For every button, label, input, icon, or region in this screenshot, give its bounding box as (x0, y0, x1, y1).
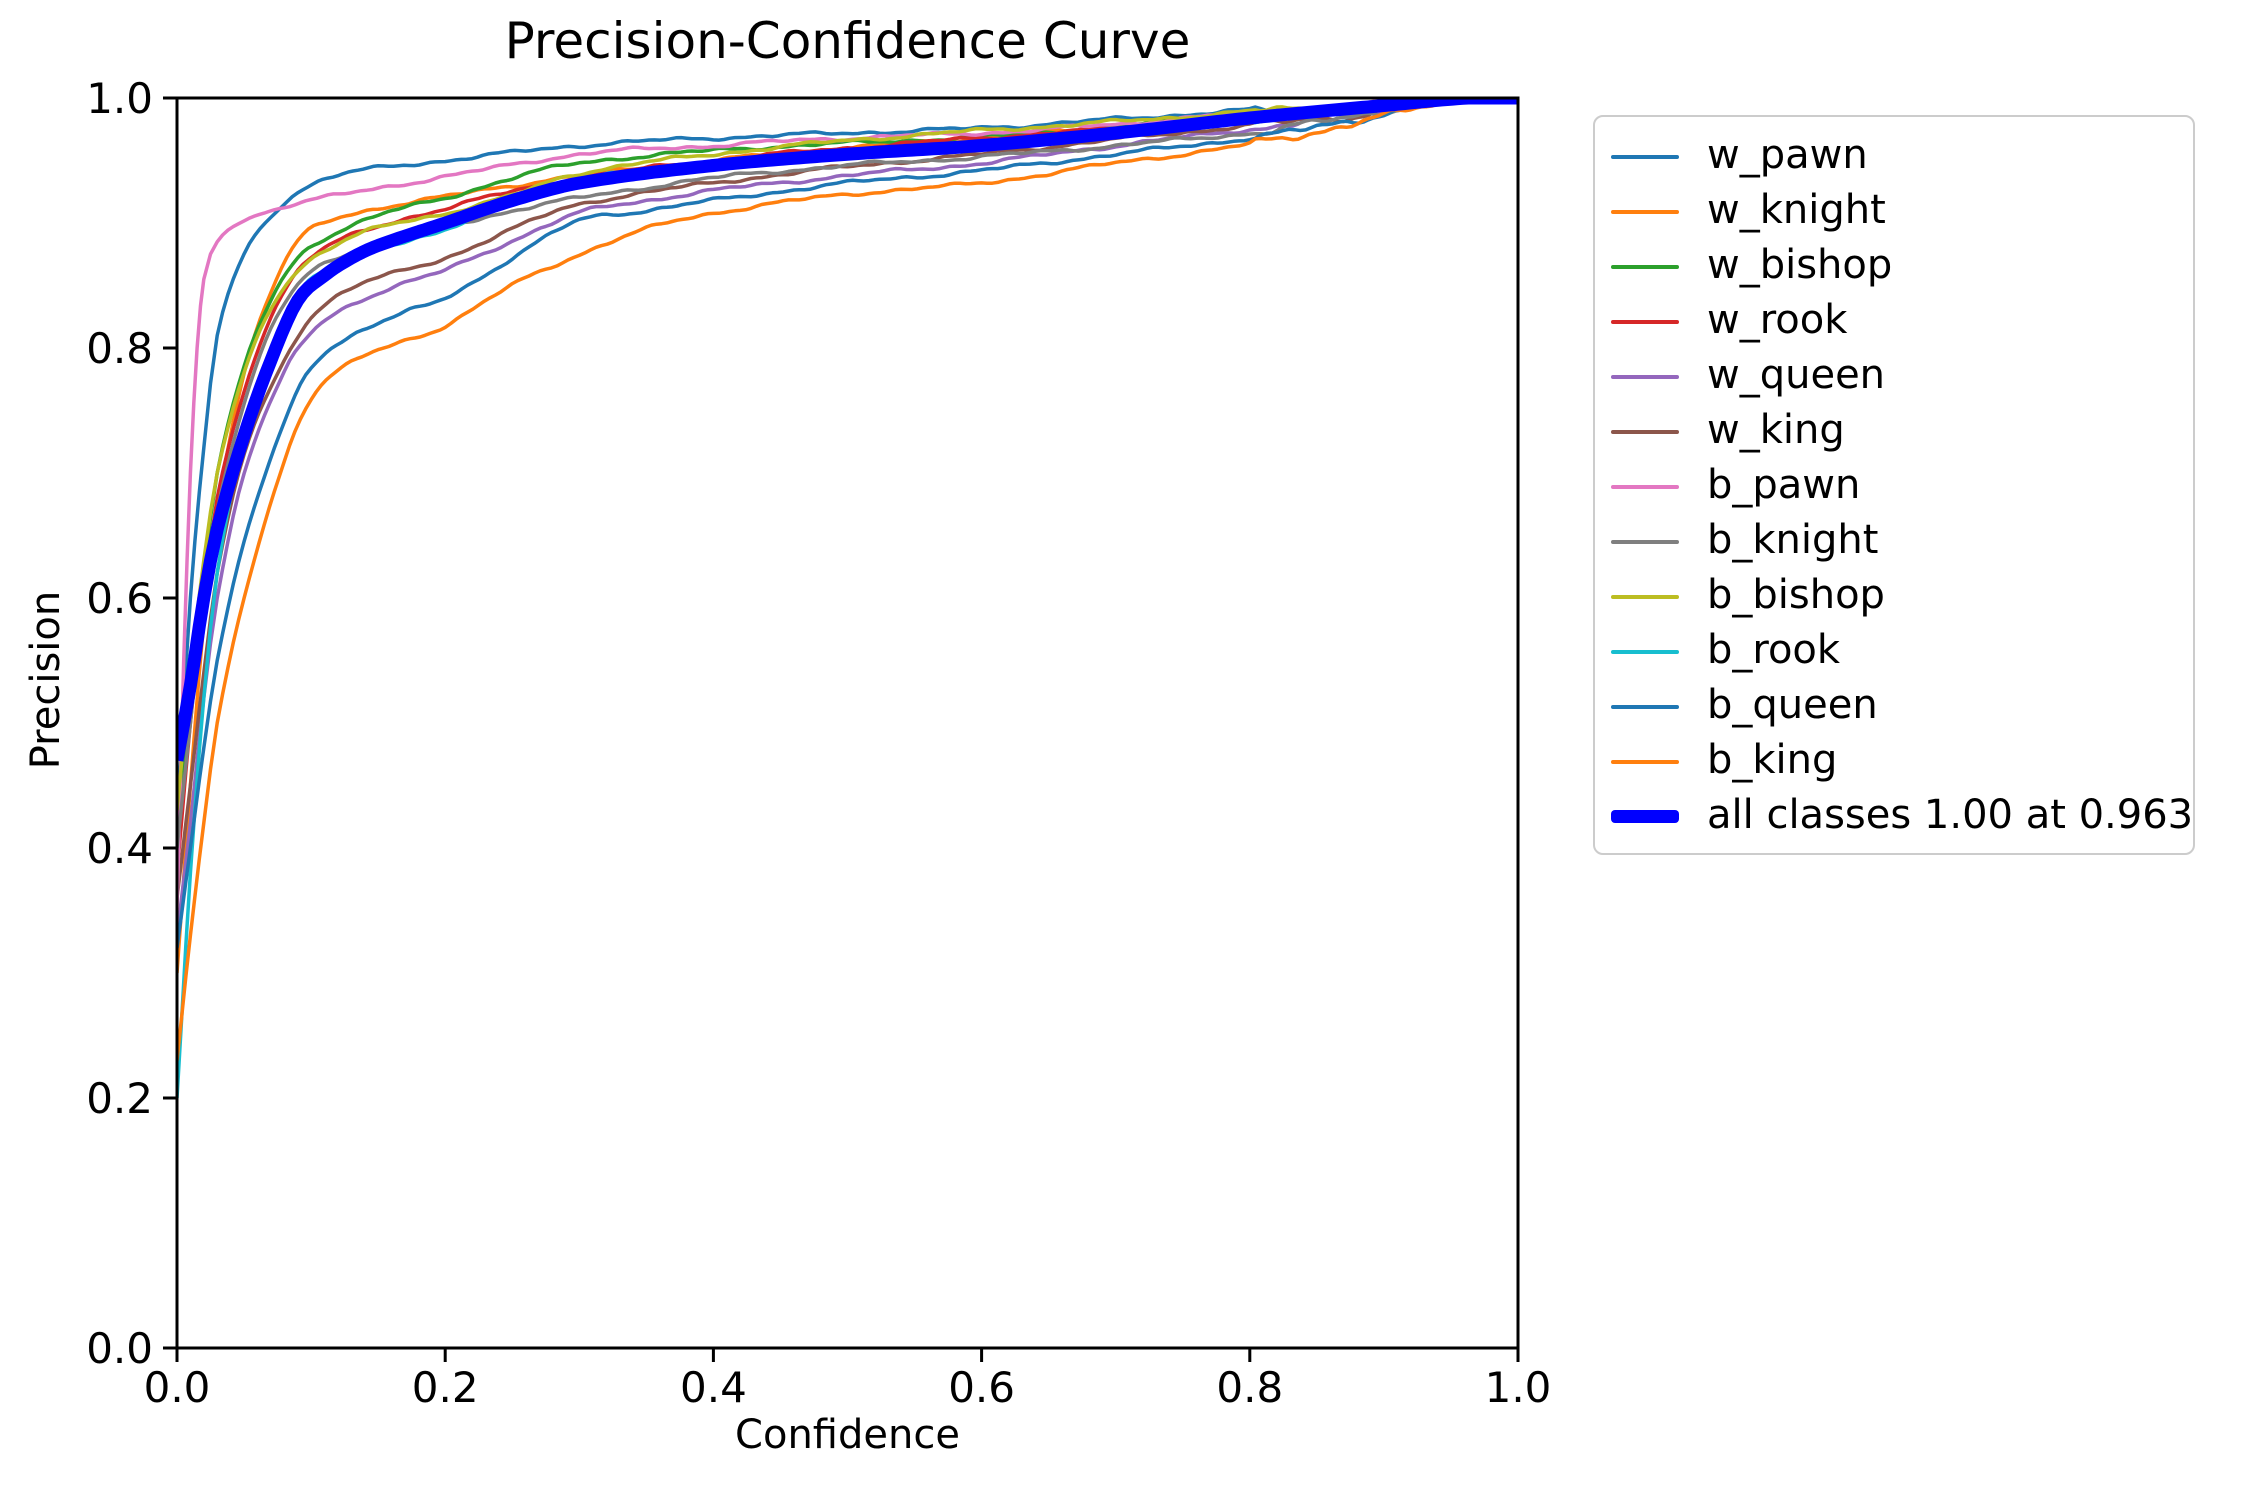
legend-line-icon (1611, 704, 1679, 709)
legend-line-icon (1611, 484, 1679, 489)
legend-line-icon (1611, 539, 1679, 544)
legend-label: w_bishop (1707, 241, 1893, 288)
curve-b_king (177, 98, 1518, 1061)
y-tick-label: 0.6 (86, 574, 153, 623)
legend-label: all classes 1.00 at 0.963 (1707, 791, 2194, 838)
axes: 0.0 0.2 0.4 0.6 0.8 1.0 0.0 0.2 0.4 0.6 0.8 1.0 (86, 74, 1551, 1412)
legend-line-icon (1611, 429, 1679, 434)
legend-line-icon (1611, 810, 1679, 823)
legend-label: b_bishop (1707, 571, 1885, 618)
legend-item-b_queen: b_queen (1595, 679, 2193, 734)
curve-w_queen (177, 98, 1518, 936)
legend-label: w_knight (1707, 186, 1886, 233)
legend-label: b_queen (1707, 681, 1878, 728)
curve-w_pawn (177, 98, 1518, 824)
curve-all_classes (177, 98, 1518, 762)
curves (177, 98, 1518, 1099)
legend-label: b_knight (1707, 516, 1879, 563)
legend-item-b_pawn: b_pawn (1595, 459, 2193, 514)
y-axis-label: Precision (23, 590, 69, 770)
y-tick-label: 0.0 (86, 1324, 153, 1373)
legend-line-icon (1611, 319, 1679, 324)
legend-item-b_knight: b_knight (1595, 514, 2193, 569)
y-tick-label: 0.4 (86, 824, 153, 873)
legend-item-w_rook: w_rook (1595, 294, 2193, 349)
y-tick-label: 0.8 (86, 324, 153, 373)
legend-line-icon (1611, 594, 1679, 599)
legend-item-w_knight: w_knight (1595, 184, 2193, 239)
legend-label: b_pawn (1707, 461, 1861, 508)
legend-item-b_bishop: b_bishop (1595, 569, 2193, 624)
legend-label: b_rook (1707, 626, 1841, 673)
curve-w_knight (177, 98, 1518, 974)
curve-b_queen (177, 98, 1518, 949)
chart-title: Precision-Confidence Curve (504, 12, 1191, 70)
y-tick-label: 0.2 (86, 1074, 153, 1123)
legend-item-w_pawn: w_pawn (1595, 129, 2193, 184)
legend-item-w_queen: w_queen (1595, 349, 2193, 404)
legend: w_pawn w_knight w_bishop w_rook w_queen w_kin… (1593, 115, 2195, 855)
legend-line-icon (1611, 209, 1679, 214)
x-tick-label: 0.4 (680, 1363, 747, 1412)
x-tick-label: 0.8 (1216, 1363, 1283, 1412)
legend-label: w_rook (1707, 296, 1848, 343)
y-tick-label: 1.0 (86, 74, 153, 123)
legend-line-icon (1611, 649, 1679, 654)
legend-label: w_pawn (1707, 131, 1868, 178)
legend-item-b_king: b_king (1595, 734, 2193, 789)
x-axis-label: Confidence (735, 1412, 960, 1458)
legend-item-w_king: w_king (1595, 404, 2193, 459)
legend-line-icon (1611, 154, 1679, 159)
legend-label: w_king (1707, 406, 1845, 453)
curve-b_bishop (177, 98, 1518, 811)
legend-label: w_queen (1707, 351, 1886, 398)
legend-label: b_king (1707, 736, 1838, 783)
x-tick-label: 1.0 (1485, 1363, 1552, 1412)
legend-line-icon (1611, 264, 1679, 269)
x-tick-label: 0.0 (144, 1363, 211, 1412)
plot-border (175, 96, 1520, 1350)
curve-b_pawn (177, 98, 1518, 911)
x-tick-label: 0.2 (412, 1363, 479, 1412)
legend-line-icon (1611, 759, 1679, 764)
legend-item-w_bishop: w_bishop (1595, 239, 2193, 294)
curve-w_king (177, 98, 1518, 899)
legend-line-icon (1611, 374, 1679, 379)
legend-item-all_classes: all classes 1.00 at 0.963 (1595, 789, 2193, 844)
legend-item-b_rook: b_rook (1595, 624, 2193, 679)
x-tick-label: 0.6 (948, 1363, 1015, 1412)
